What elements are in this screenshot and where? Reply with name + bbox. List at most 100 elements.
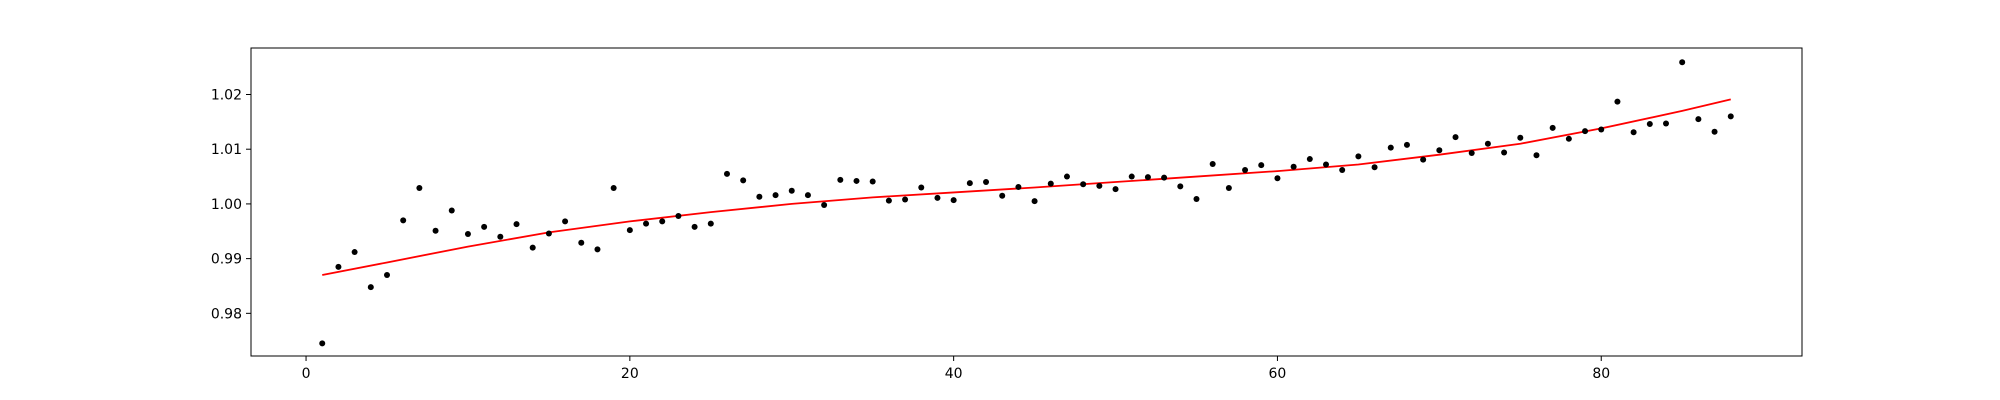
x-tick-label: 20 bbox=[621, 366, 639, 382]
data-point bbox=[367, 284, 374, 291]
data-point bbox=[1630, 129, 1637, 136]
data-point bbox=[1387, 144, 1394, 151]
data-point bbox=[643, 220, 650, 227]
data-point bbox=[691, 223, 698, 230]
data-point bbox=[740, 177, 747, 184]
data-point bbox=[610, 185, 617, 192]
data-point bbox=[1501, 149, 1508, 156]
data-point bbox=[1193, 195, 1200, 202]
data-point bbox=[821, 202, 828, 209]
data-point bbox=[529, 244, 536, 251]
data-point bbox=[626, 227, 633, 234]
data-point bbox=[1468, 150, 1475, 157]
data-point bbox=[707, 220, 714, 227]
y-tick-label: 1.00 bbox=[211, 197, 242, 213]
y-tick-label: 1.01 bbox=[211, 142, 242, 158]
data-point bbox=[1452, 134, 1459, 141]
data-point bbox=[1209, 160, 1216, 167]
data-point bbox=[788, 187, 795, 194]
data-point bbox=[983, 179, 990, 186]
data-point bbox=[902, 196, 909, 203]
y-tick-label: 1.02 bbox=[211, 88, 242, 104]
data-point bbox=[1242, 167, 1249, 173]
data-point bbox=[804, 192, 811, 199]
x-tick-label: 80 bbox=[1592, 366, 1610, 382]
data-point bbox=[837, 176, 844, 183]
data-point bbox=[1549, 124, 1556, 131]
data-point bbox=[885, 197, 892, 204]
data-point bbox=[1403, 141, 1410, 148]
data-point bbox=[772, 192, 779, 199]
data-point bbox=[1047, 180, 1054, 187]
data-point bbox=[1727, 113, 1734, 120]
data-point bbox=[966, 180, 973, 187]
data-point bbox=[400, 217, 407, 224]
axes-frame bbox=[250, 47, 1803, 357]
x-tick-label: 0 bbox=[302, 366, 311, 382]
data-point bbox=[513, 221, 520, 228]
data-point bbox=[918, 184, 925, 191]
data-point bbox=[416, 185, 423, 192]
data-point bbox=[1646, 121, 1653, 128]
data-point bbox=[1679, 59, 1686, 66]
data-point bbox=[950, 197, 957, 204]
data-point bbox=[1080, 181, 1087, 188]
data-point bbox=[1225, 185, 1232, 192]
data-point bbox=[675, 212, 682, 219]
data-point bbox=[1436, 147, 1443, 154]
data-point bbox=[723, 170, 730, 177]
data-point bbox=[1290, 163, 1297, 170]
data-point bbox=[594, 246, 601, 253]
y-axis: 0.98 0.99 1.00 1.01 1.02 bbox=[211, 88, 251, 322]
data-point bbox=[562, 218, 569, 225]
data-point bbox=[869, 178, 876, 185]
x-tick-label: 60 bbox=[1269, 366, 1287, 382]
data-point bbox=[1339, 167, 1346, 173]
data-point bbox=[1695, 116, 1702, 123]
data-point bbox=[999, 192, 1006, 199]
data-point bbox=[1096, 182, 1103, 189]
data-layer bbox=[319, 59, 1734, 347]
data-point bbox=[319, 340, 326, 347]
data-point bbox=[1063, 173, 1070, 180]
data-point bbox=[1484, 140, 1491, 147]
data-point bbox=[578, 239, 585, 246]
data-point bbox=[1420, 156, 1427, 163]
x-axis: 0 20 40 60 80 bbox=[302, 356, 1610, 382]
data-point bbox=[756, 193, 763, 200]
data-point bbox=[659, 218, 666, 225]
data-point bbox=[545, 230, 552, 237]
data-point bbox=[384, 272, 390, 279]
data-point bbox=[1663, 120, 1669, 127]
data-point bbox=[1015, 183, 1022, 190]
data-point bbox=[1112, 186, 1119, 193]
data-point bbox=[1533, 152, 1540, 159]
data-point bbox=[1355, 153, 1362, 160]
data-point bbox=[1614, 98, 1621, 105]
data-point bbox=[853, 177, 860, 184]
data-point bbox=[497, 233, 504, 240]
data-point bbox=[1177, 183, 1184, 190]
data-point bbox=[1258, 162, 1265, 169]
data-point bbox=[464, 231, 471, 237]
data-point bbox=[1711, 128, 1718, 135]
data-point bbox=[1031, 198, 1038, 205]
y-tick-label: 0.98 bbox=[211, 306, 242, 322]
data-point bbox=[1565, 135, 1572, 142]
data-point bbox=[1598, 126, 1605, 133]
data-point bbox=[1371, 164, 1378, 171]
data-point bbox=[481, 223, 488, 230]
data-point bbox=[1582, 128, 1589, 135]
data-point bbox=[351, 249, 358, 256]
data-point bbox=[1161, 174, 1168, 181]
x-tick-label: 40 bbox=[945, 366, 963, 382]
data-point bbox=[1323, 161, 1330, 168]
data-point bbox=[432, 227, 439, 234]
data-point bbox=[934, 194, 941, 201]
data-point bbox=[1128, 173, 1135, 180]
data-point bbox=[448, 207, 455, 214]
data-point bbox=[1274, 175, 1281, 182]
data-point bbox=[1306, 156, 1313, 163]
